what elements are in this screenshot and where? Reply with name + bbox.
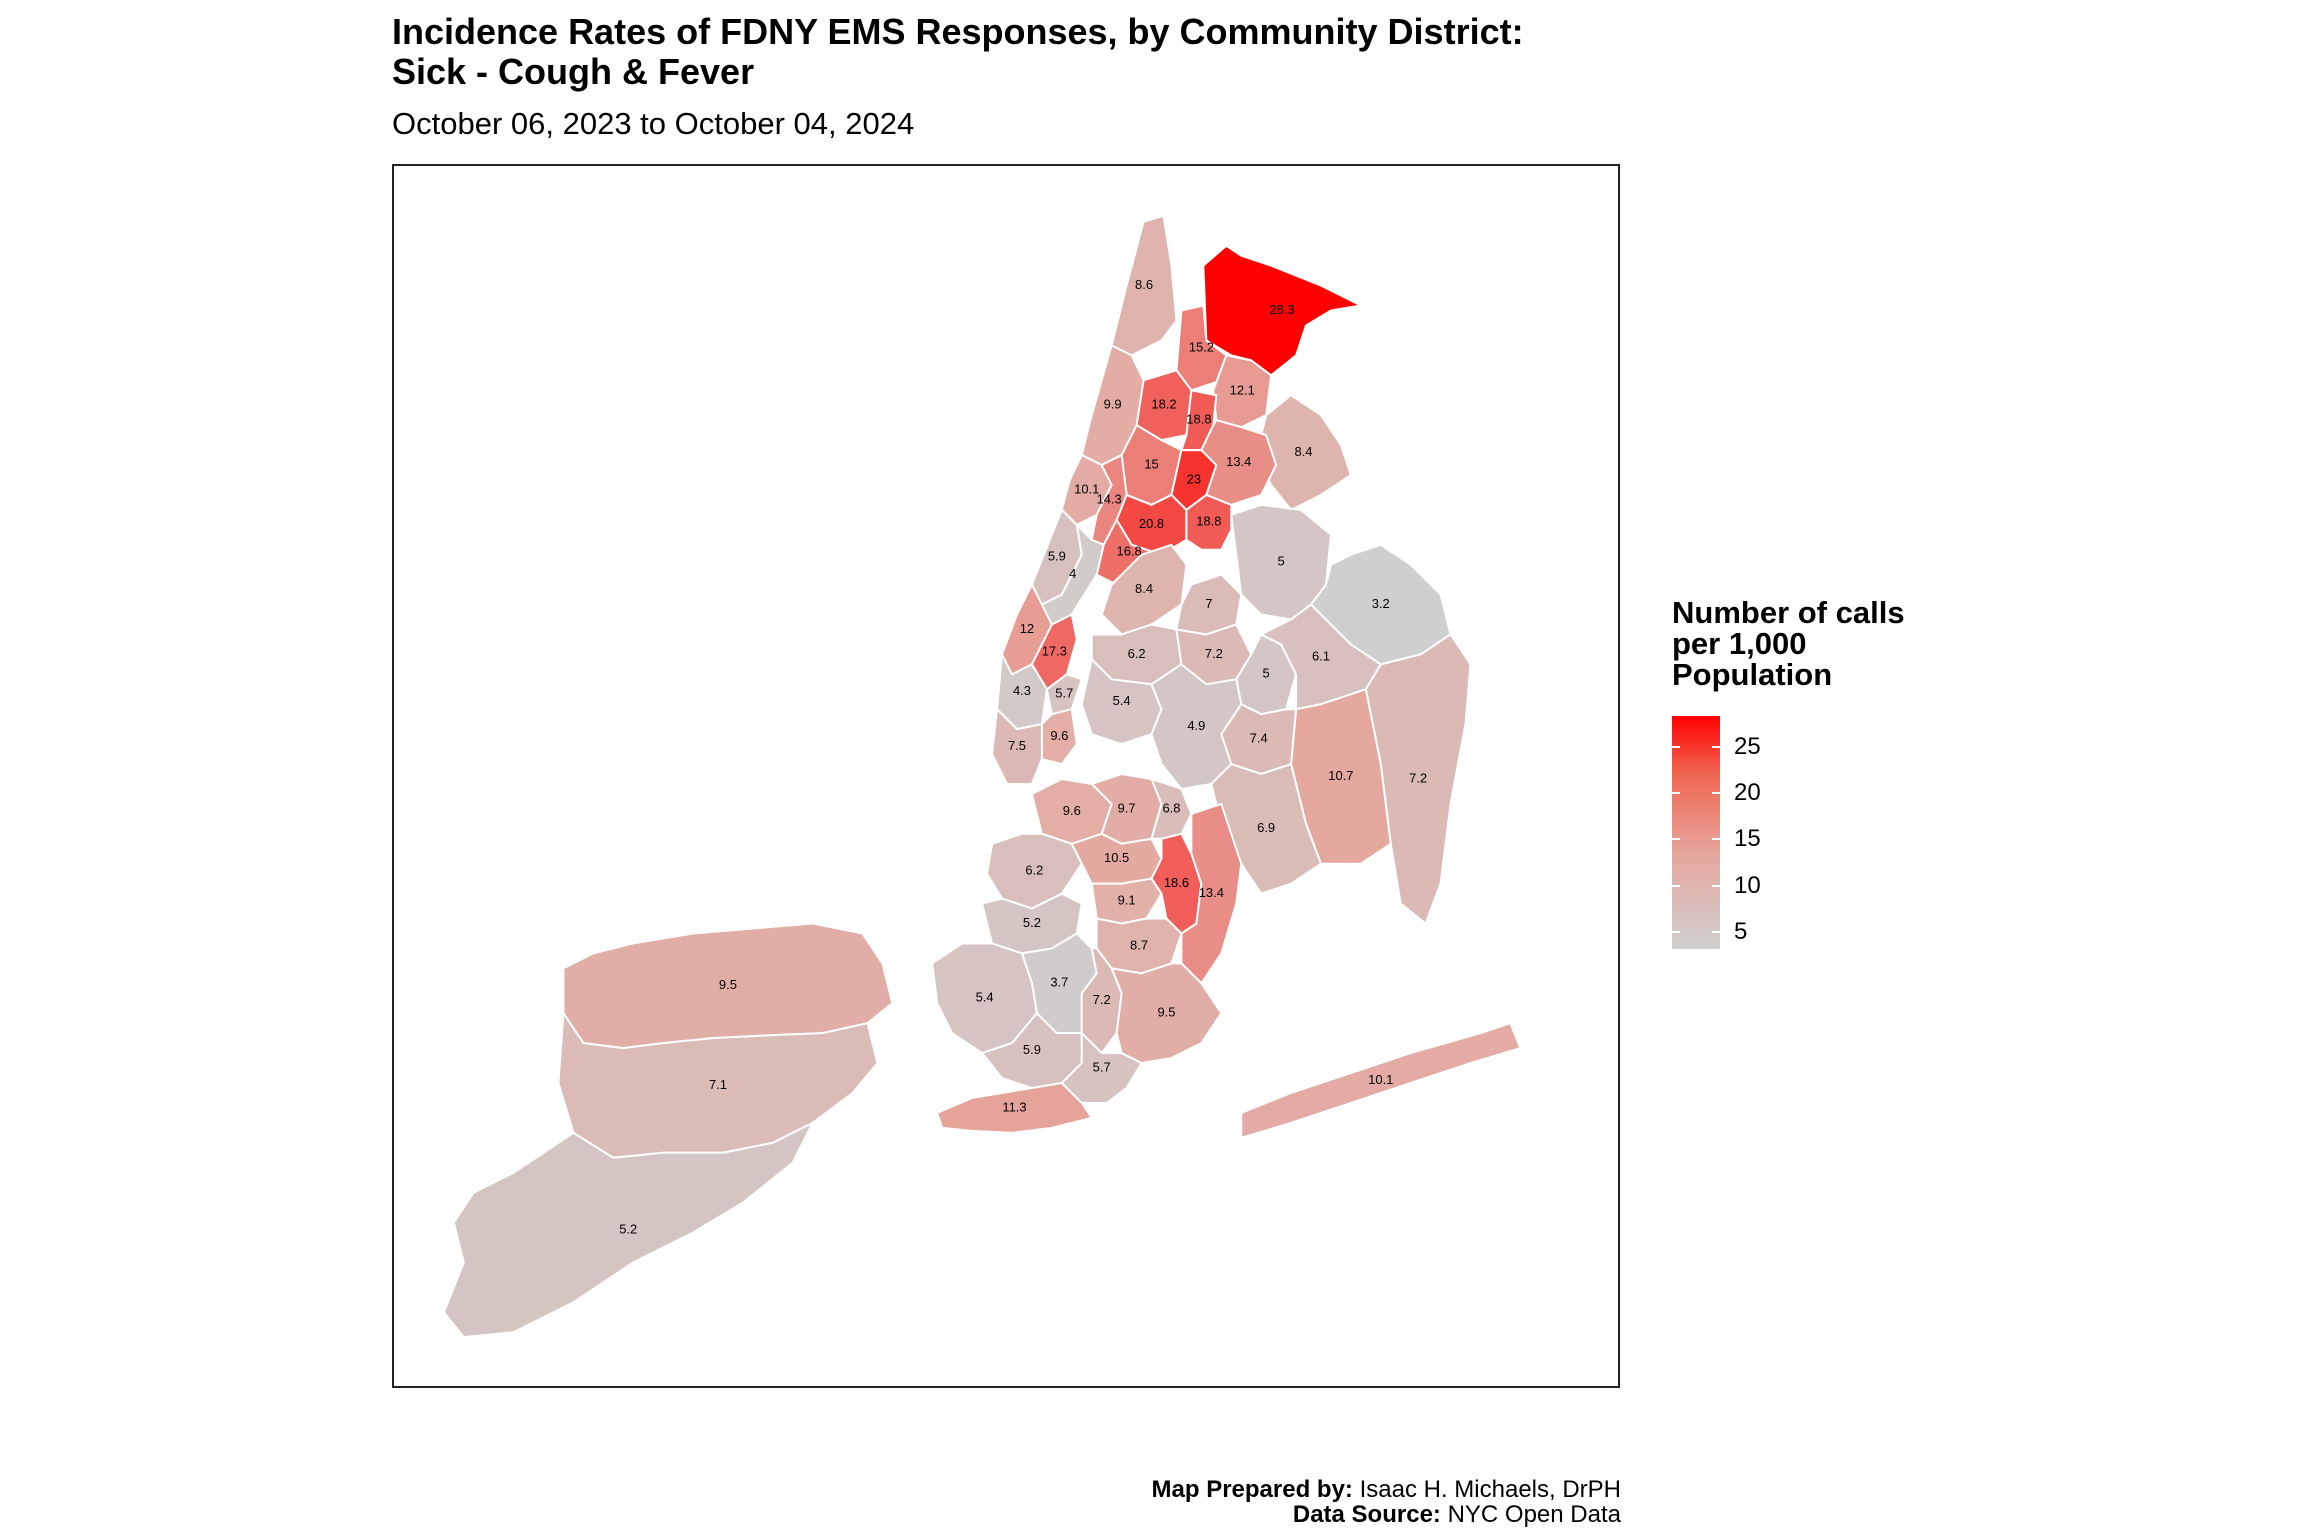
district-brooklyn-midwood[interactable]: [1080, 947, 1123, 1055]
district-value-label: 20.8: [1139, 516, 1164, 531]
district-value-label: 5.4: [976, 990, 994, 1005]
district-value-label: 18.8: [1196, 514, 1221, 529]
district-value-label: 7.5: [1008, 738, 1026, 753]
district-value-label: 8.7: [1130, 937, 1148, 952]
map-subtitle: October 06, 2023 to October 04, 2024: [392, 106, 915, 141]
legend-title-line-1: Number of calls: [1672, 595, 1905, 630]
district-value-label: 12: [1020, 621, 1034, 636]
legend-tick-label: 20: [1734, 779, 1761, 807]
district-value-label: 9.6: [1050, 728, 1068, 743]
district-value-label: 7.2: [1409, 770, 1427, 785]
credit-source-value: NYC Open Data: [1447, 1501, 1621, 1528]
district-value-label: 18.6: [1164, 875, 1189, 890]
district-brooklyn-park-slope[interactable]: [986, 832, 1083, 910]
choropleth-map: 8.6 28.3 15.2 12.1 9.9 18.2 18.8 15 23 13.4 8.4 10.…: [442, 214, 1522, 1339]
district-value-label: 5.9: [1048, 549, 1066, 564]
district-value-label: 5.7: [1093, 1059, 1111, 1074]
district-queens-rockaway[interactable]: [1240, 1022, 1522, 1139]
district-label-layer: 8.6 28.3 15.2 12.1 9.9 18.2 18.8 15 23 13.4 8.4 10.…: [619, 277, 1427, 1236]
district-bronx-hunts-point[interactable]: [1185, 493, 1233, 551]
district-value-label: 7.2: [1093, 992, 1111, 1007]
district-si-south-shore[interactable]: [442, 1121, 814, 1339]
district-value-label: 7: [1205, 596, 1212, 611]
district-value-label: 6.9: [1257, 820, 1275, 835]
district-value-label: 23: [1187, 471, 1201, 486]
district-value-label: 28.3: [1270, 302, 1295, 317]
legend-title-line-2: per 1,000: [1672, 626, 1807, 661]
district-value-label: 15.2: [1189, 339, 1214, 354]
credits: Map Prepared by: Isaac H. Michaels, DrPH…: [1152, 1477, 1621, 1527]
credit-prepared-by: Map Prepared by: Isaac H. Michaels, DrPH: [1152, 1477, 1621, 1502]
district-brooklyn-sheepshead-bay[interactable]: [1060, 1032, 1143, 1104]
district-value-label: 5: [1277, 554, 1284, 569]
district-value-label: 9.5: [1157, 1005, 1175, 1020]
district-value-label: 10.1: [1368, 1072, 1393, 1087]
map-panel: 8.6 28.3 15.2 12.1 9.9 18.2 18.8 15 23 13.4 8.4 10.…: [392, 164, 1620, 1388]
district-value-label: 6.2: [1025, 863, 1043, 878]
legend-tick-label: 5: [1734, 918, 1748, 946]
district-value-label: 17.3: [1042, 643, 1067, 658]
district-value-label: 18.2: [1151, 397, 1176, 412]
district-value-label: 6.1: [1312, 648, 1330, 663]
legend-tick-label: 25: [1734, 732, 1761, 760]
district-manhattan-stuyvesant[interactable]: [1045, 673, 1083, 716]
district-value-label: 7.4: [1250, 731, 1268, 746]
district-value-label: 5.2: [1023, 915, 1041, 930]
district-value-label: 4.3: [1013, 683, 1031, 698]
credit-data-source: Data Source: NYC Open Data: [1152, 1502, 1621, 1527]
district-value-label: 10.5: [1104, 850, 1129, 865]
district-value-label: 15: [1144, 456, 1158, 471]
district-value-label: 5.2: [619, 1221, 637, 1236]
legend-color-bar: [1672, 716, 1720, 949]
district-value-label: 3.7: [1050, 975, 1068, 990]
district-value-label: 10.1: [1074, 481, 1099, 496]
district-value-label: 16.8: [1117, 544, 1142, 559]
district-value-label: 5.7: [1055, 686, 1073, 701]
legend-title-line-3: Population: [1672, 657, 1833, 692]
district-value-label: 9.1: [1118, 893, 1136, 908]
district-value-label: 8.6: [1135, 277, 1153, 292]
district-value-label: 6.8: [1162, 800, 1180, 815]
district-value-label: 8.4: [1135, 581, 1153, 596]
district-layer: [442, 214, 1522, 1339]
district-value-label: 6.2: [1128, 646, 1146, 661]
legend-title: Number of calls per 1,000 Population: [1672, 597, 1905, 690]
district-value-label: 13.4: [1199, 885, 1224, 900]
credit-prepared-label: Map Prepared by:: [1151, 1476, 1353, 1503]
district-value-label: 11.3: [1002, 1099, 1026, 1114]
district-value-label: 7.2: [1205, 646, 1223, 661]
district-value-label: 12.1: [1230, 383, 1255, 398]
district-value-label: 5.4: [1113, 693, 1131, 708]
district-value-label: 7.1: [709, 1077, 727, 1092]
credit-source-label: Data Source:: [1292, 1501, 1441, 1528]
legend-tick-label: 15: [1734, 825, 1761, 853]
district-value-label: 9.6: [1063, 803, 1081, 818]
district-value-label: 5: [1263, 666, 1270, 681]
district-brooklyn-coney-island[interactable]: [936, 1081, 1093, 1134]
legend-tick-label: 10: [1734, 871, 1761, 899]
district-bronx-riverdale[interactable]: [1110, 214, 1178, 357]
district-value-label: 9.5: [719, 977, 737, 992]
map-title-line-1: Incidence Rates of FDNY EMS Responses, b…: [392, 11, 1524, 52]
district-brooklyn-canarsie[interactable]: [1110, 962, 1223, 1065]
district-value-label: 8.4: [1295, 444, 1313, 459]
district-value-label: 3.2: [1372, 596, 1390, 611]
district-value-label: 4.9: [1187, 718, 1205, 733]
district-value-label: 9.7: [1118, 800, 1136, 815]
district-value-label: 10.7: [1328, 768, 1353, 783]
district-value-label: 13.4: [1226, 454, 1251, 469]
district-value-label: 18.8: [1186, 412, 1211, 427]
district-value-label: 9.9: [1104, 397, 1122, 412]
district-value-label: 4: [1069, 566, 1076, 581]
district-value-label: 14.3: [1097, 491, 1122, 506]
map-title-line-2: Sick - Cough & Fever: [392, 51, 755, 92]
map-title: Incidence Rates of FDNY EMS Responses, b…: [392, 12, 1524, 92]
district-value-label: 5.9: [1023, 1042, 1041, 1057]
district-manhattan-financial[interactable]: [991, 708, 1043, 785]
credit-prepared-value: Isaac H. Michaels, DrPH: [1359, 1476, 1621, 1503]
